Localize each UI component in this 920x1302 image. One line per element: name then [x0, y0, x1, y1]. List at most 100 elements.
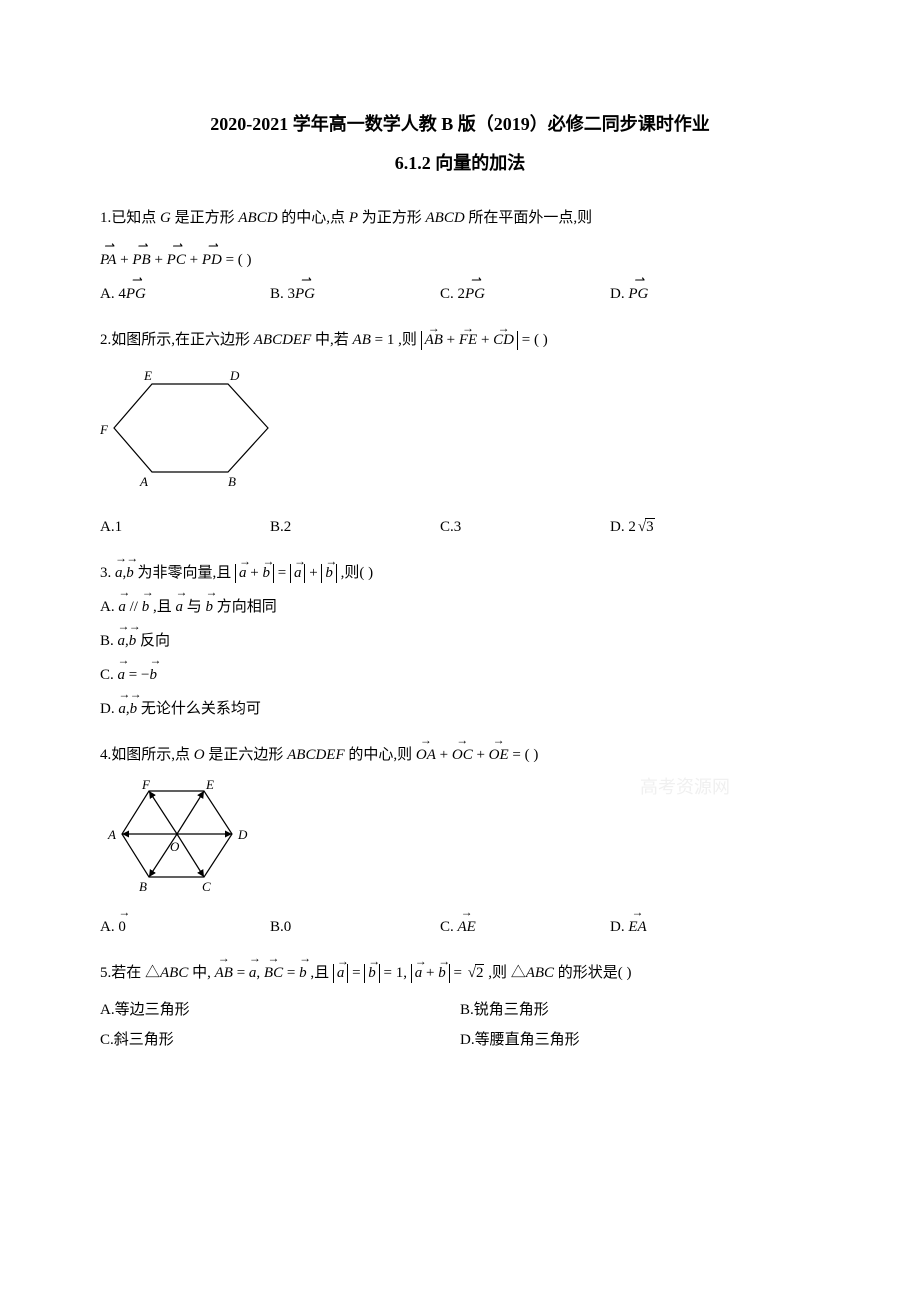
q1-opt-c: C. 2PG — [440, 282, 610, 306]
vec-oe: OE — [489, 743, 509, 767]
q3a-t5: 方向相同 — [217, 599, 277, 615]
vec-b3: b — [325, 564, 333, 584]
lbl-D: D — [229, 368, 240, 383]
q4-opt-b: B.0 — [270, 915, 440, 939]
q5-t1: 5.若在 △ — [100, 965, 160, 981]
q5-abc2: ABC — [526, 965, 554, 981]
q2d-sqrt: 3 — [645, 518, 655, 535]
vec-bc5: BC — [264, 961, 283, 985]
q4-t1: 4.如图所示,点 — [100, 747, 194, 763]
q5-options: A.等边三角形 B.锐角三角形 C.斜三角形 D.等腰直角三角形 — [100, 995, 820, 1055]
vec-a: a — [115, 561, 123, 585]
q3-options: A. a // b ,且 a 与 b 方向相同 B. a,b 反向 C. a =… — [100, 595, 820, 721]
q5-t3: ,且 — [310, 965, 329, 981]
q5-abs-ab: a + b — [411, 964, 450, 984]
q1-p: P — [349, 210, 358, 226]
q3-abs2: a — [290, 564, 306, 584]
q5-abs-a: a — [333, 964, 349, 984]
question-4: 高考资源网 4.如图所示,点 O 是正六边形 ABCDEF 的中心,则 OA +… — [100, 743, 820, 939]
q2d-pre: D. 2 — [610, 519, 636, 535]
q2-opt-a: A.1 — [100, 515, 270, 539]
q1b-pg: PG — [295, 282, 315, 306]
q3d-vb: b — [130, 697, 138, 721]
q2-ab-plain: AB — [353, 332, 371, 348]
q5-c1: , — [256, 965, 264, 981]
vec-pc: PC — [167, 248, 186, 272]
vec-fe: FE — [459, 331, 477, 351]
q5-t4: ,则 △ — [488, 965, 526, 981]
sqrt2-icon: 2 — [466, 961, 485, 985]
question-2: 2.如图所示,在正六边形 ABCDEF 中,若 AB = 1 ,则 AB + F… — [100, 328, 820, 539]
vec-b2: b — [262, 564, 270, 584]
vec-pa: PA — [100, 248, 116, 272]
q2-figure: A B C D E F — [100, 362, 820, 505]
lbl2-O: O — [170, 839, 180, 854]
q3-t2: ,则( ) — [341, 565, 374, 581]
q1-t5: 所在平面外一点,则 — [468, 210, 592, 226]
q3a-vb: b — [142, 595, 150, 619]
q3d-txt: 无论什么关系均可 — [141, 701, 261, 717]
question-5: 5.若在 △ABC 中, AB = a, BC = b ,且 a = b = 1… — [100, 961, 820, 1055]
q2-hex: ABCDEF — [254, 332, 312, 348]
q4-tail: = ( ) — [512, 747, 538, 763]
q4-hex: ABCDEF — [287, 747, 345, 763]
q3-opt-d: D. a,b 无论什么关系均可 — [100, 697, 820, 721]
q3c-va: a — [118, 663, 126, 687]
lbl2-B: B — [139, 879, 147, 894]
vec-cd: CD — [493, 331, 514, 351]
q3-text: 3. a,b 为非零向量,且 a + b = a + b ,则( ) — [100, 561, 820, 585]
lbl-B: B — [228, 474, 236, 489]
q3a-t3: 与 — [187, 599, 206, 615]
q1-t3: 的中心,点 — [281, 210, 349, 226]
page-subtitle: 6.1.2 向量的加法 — [100, 149, 820, 178]
lbl-E: E — [143, 368, 152, 383]
q4-text: 4.如图所示,点 O 是正六边形 ABCDEF 的中心,则 OA + OC + … — [100, 743, 820, 767]
q3-opt-c: C. a = −b — [100, 663, 820, 687]
q4-options: A. 0 B.0 C. AE D. EA — [100, 915, 820, 939]
q4-t2: 是正六边形 — [208, 747, 287, 763]
q5-sqrt2: 2 — [475, 964, 485, 981]
q5-va: a — [249, 961, 257, 985]
q5-va3: a — [415, 964, 423, 984]
q1-options: A. 4PG B. 3PG C. 2PG D. PG — [100, 282, 820, 306]
q5-abc: ABC — [160, 965, 188, 981]
q3-abs1: a + b — [235, 564, 274, 584]
q1-expr: PA + PB + PC + PD = ( ) — [100, 248, 820, 272]
oe-line — [177, 791, 204, 834]
q3-opt-a: A. a // b ,且 a 与 b 方向相同 — [100, 595, 820, 619]
q5-text: 5.若在 △ABC 中, AB = a, BC = b ,且 a = b = 1… — [100, 961, 820, 985]
q1-opt-b: B. 3PG — [270, 282, 440, 306]
q4a-pre: A. — [100, 919, 118, 935]
q5-opt-a: A.等边三角形 — [100, 995, 460, 1025]
q3c-vb: b — [149, 663, 157, 687]
q4d-vec: EA — [628, 915, 646, 939]
question-3: 3. a,b 为非零向量,且 a + b = a + b ,则( ) A. a … — [100, 561, 820, 721]
q2-t1: 2.如图所示,在正六边形 — [100, 332, 254, 348]
q1-opt-d: D. PG — [610, 282, 780, 306]
q5-t5: 的形状是( ) — [558, 965, 632, 981]
q5-abs-b: b — [364, 964, 380, 984]
hexagon2-svg: A B C D E F O — [100, 777, 265, 897]
q1-abcd: ABCD — [238, 210, 277, 226]
q1-t4: 为正方形 — [362, 210, 426, 226]
vec-pd: PD — [202, 248, 222, 272]
q5-opt-b: B.锐角三角形 — [460, 995, 820, 1025]
q3d-pre: D. — [100, 701, 115, 717]
q4a-vec: 0 — [118, 915, 126, 939]
q1-t2: 是正方形 — [175, 210, 239, 226]
q3a-vb2: b — [205, 595, 213, 619]
q1-text: 1.已知点 G 是正方形 ABCD 的中心,点 P 为正方形 ABCD 所在平面… — [100, 206, 820, 230]
q4c-pre: C. — [440, 919, 458, 935]
q5-vb3: b — [438, 964, 446, 984]
vec-oc: OC — [452, 743, 473, 767]
q5-eqb: = — [287, 965, 299, 981]
q2-tail: = ( ) — [522, 332, 548, 348]
lbl-F: F — [100, 422, 109, 437]
lbl2-C: C — [202, 879, 211, 894]
q4c-vec: AE — [458, 915, 476, 939]
vec-pb: PB — [132, 248, 150, 272]
q4-figure: A B C D E F O — [100, 777, 820, 905]
q5-one: = 1, — [384, 965, 407, 981]
q3a-mid: ,且 — [153, 599, 176, 615]
q1b-pre: B. 3 — [270, 286, 295, 302]
